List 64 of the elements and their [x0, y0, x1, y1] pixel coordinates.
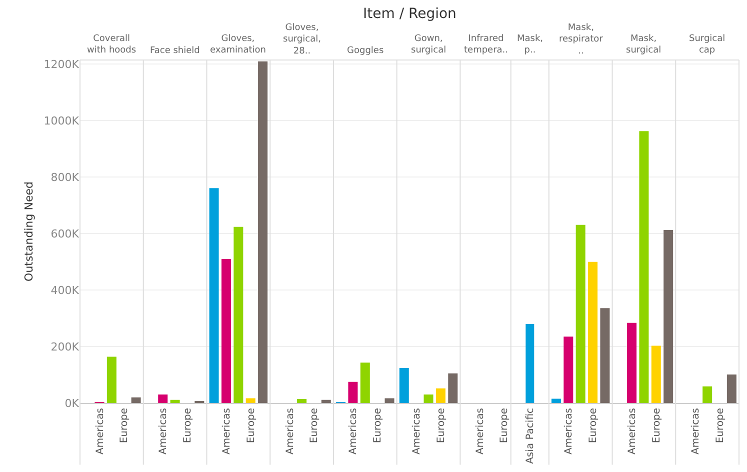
x-tick-label: Europe [309, 408, 320, 444]
y-tick-label: 1200K [44, 58, 80, 72]
y-tick-label: 800K [50, 171, 80, 184]
x-tick-label: Europe [588, 408, 600, 444]
chart-title: Mask, p.. [517, 34, 544, 56]
chart-title: Coverall with hoods [87, 34, 136, 56]
x-tick-label: Europe [714, 408, 726, 444]
y-tick-label: 1000K [44, 114, 80, 128]
x-tick-label: Europe [119, 408, 130, 444]
chart-title: Mask, respirator .. [559, 23, 604, 56]
bar [209, 188, 219, 403]
bar [600, 308, 610, 403]
x-tick-label: Americas [474, 408, 486, 454]
bar [551, 398, 561, 403]
chart-title: Gloves, examination [210, 34, 266, 56]
x-tick-label: Americas [348, 408, 360, 454]
x-tick-label: Asia Pacific [525, 408, 536, 464]
bar [246, 398, 256, 403]
bar [639, 131, 649, 403]
chart-title: Infrared tempera.. [464, 34, 508, 56]
x-tick-label: Europe [498, 408, 510, 444]
x-tick-label: Europe [246, 408, 257, 444]
bar [564, 336, 574, 403]
y-tick-label: 0K [64, 396, 80, 410]
y-tick-label: 200K [50, 340, 80, 354]
bar [576, 224, 586, 403]
y-tick-label: 600K [50, 227, 80, 240]
chart-title: Face shield [150, 46, 200, 56]
bar [664, 230, 674, 403]
bar [221, 259, 231, 403]
bar [627, 322, 637, 403]
x-tick-label: Americas [94, 408, 106, 454]
x-tick-label: Americas [158, 408, 170, 454]
x-tick-label: Americas [690, 408, 702, 454]
chart-title: Goggles [347, 46, 384, 56]
x-tick-label: Europe [651, 408, 662, 444]
x-tick-label: Europe [436, 408, 447, 444]
x-tick-label: Americas [627, 408, 638, 454]
chart-title: Mask, surgical [626, 34, 662, 56]
bar [588, 262, 598, 403]
bar [348, 382, 358, 403]
text: Item / Region [363, 6, 456, 22]
bar [448, 373, 458, 403]
bar [106, 356, 116, 403]
y-tick-label: 400K [50, 284, 80, 297]
bar [258, 61, 268, 403]
x-tick-label: Americas [412, 408, 423, 454]
x-tick-label: Americas [564, 408, 575, 454]
chart-title: Surgical cap [689, 34, 726, 56]
bar [399, 368, 409, 403]
bar [424, 394, 434, 403]
bar [360, 362, 370, 403]
chart-title: Gown, surgical [411, 34, 446, 56]
x-tick-label: Americas [221, 408, 232, 454]
bar [651, 346, 661, 403]
bar [384, 398, 394, 403]
bar [436, 388, 446, 403]
y-axis-title: Outstanding Need [22, 182, 36, 282]
bar [131, 397, 141, 403]
chart-title: Gloves, surgical, 28.. [283, 23, 321, 56]
x-tick-label: Europe [372, 408, 384, 444]
x-tick-label: Americas [284, 408, 296, 454]
bar [234, 226, 244, 403]
x-tick-label: Europe [182, 408, 194, 444]
